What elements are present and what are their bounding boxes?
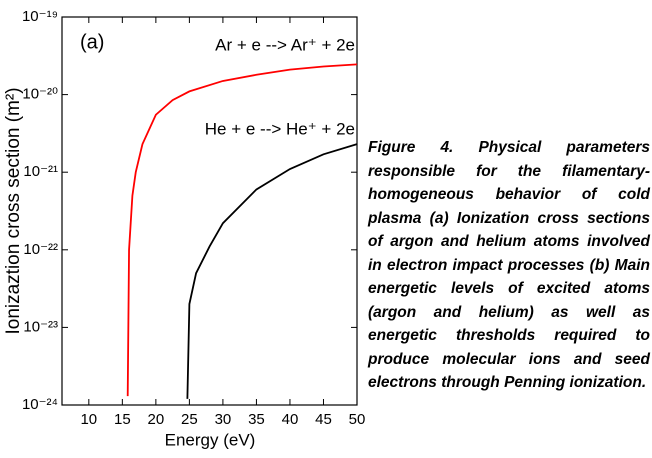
x-tick-label: 50 (349, 411, 365, 428)
y-tick-label: 10⁻²¹ (23, 163, 58, 180)
y-axis-label: Ionizaztion cross section (m²) (3, 87, 24, 334)
y-tick-label: 10⁻²⁰ (22, 86, 58, 103)
series-label: He + e --> He⁺ + 2e (205, 119, 355, 138)
series-label: Ar + e --> Ar⁺ + 2e (215, 35, 355, 54)
y-tick-label: 10⁻¹⁹ (22, 8, 58, 25)
x-tick-label: 40 (282, 411, 299, 428)
x-tick-label: 20 (148, 411, 165, 428)
x-tick-label: 25 (181, 411, 198, 428)
y-tick-label: 10⁻²² (23, 241, 58, 258)
series-line (126, 63, 358, 397)
y-tick-label: 10⁻²⁴ (22, 396, 58, 413)
x-tick-label: 35 (248, 411, 265, 428)
x-tick-label: 10 (80, 411, 97, 428)
x-tick-label: 45 (315, 411, 332, 428)
plot-frame (61, 16, 358, 406)
x-tick-label: 15 (114, 411, 131, 428)
chart: (a) Ar + e --> Ar⁺ + 2e He + e --> He⁺ +… (3, 8, 365, 450)
series-line (186, 143, 358, 399)
x-axis-label: Energy (eV) (165, 430, 256, 449)
x-tick-label: 30 (215, 411, 232, 428)
figure-caption: Figure 4. Physical parameters responsibl… (368, 139, 650, 391)
panel-label: (a) (80, 31, 104, 53)
y-tick-label: 10⁻²³ (23, 318, 58, 335)
